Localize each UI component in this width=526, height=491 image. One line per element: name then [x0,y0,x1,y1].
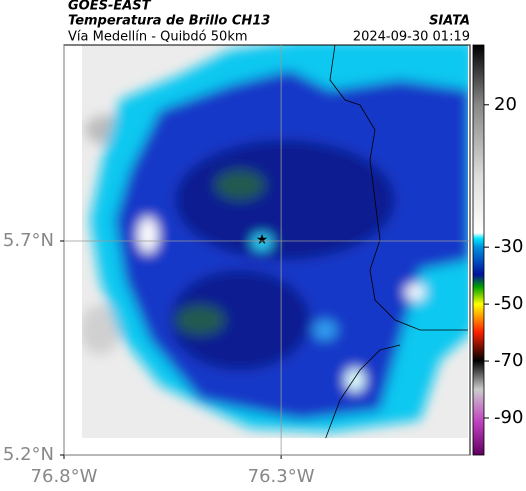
svg-text:★: ★ [256,232,269,248]
timestamp: 2024-09-30 01:19 [353,30,470,45]
source: GOES-EAST [68,0,152,14]
org: SIATA [429,14,470,29]
colorbar-tick-label: -50 [494,293,523,314]
y-tick-label: 5.2°N [3,444,54,465]
colorbar-tick-label: 20 [494,94,517,115]
product: Temperatura de Brillo CH13 [68,14,270,29]
y-tick-label: 5.7°N [3,230,54,251]
colorbar-tick-label: -90 [494,407,523,428]
x-tick-label: 76.3°W [248,466,315,487]
colorbar [472,44,485,456]
satellite-image: ★ [82,45,468,438]
x-tick-label: 76.8°W [31,466,98,487]
region: Vía Medellín - Quibdó 50km [68,30,248,45]
colorbar-tick-label: -70 [494,350,523,371]
colorbar-tick-label: -30 [494,236,523,257]
